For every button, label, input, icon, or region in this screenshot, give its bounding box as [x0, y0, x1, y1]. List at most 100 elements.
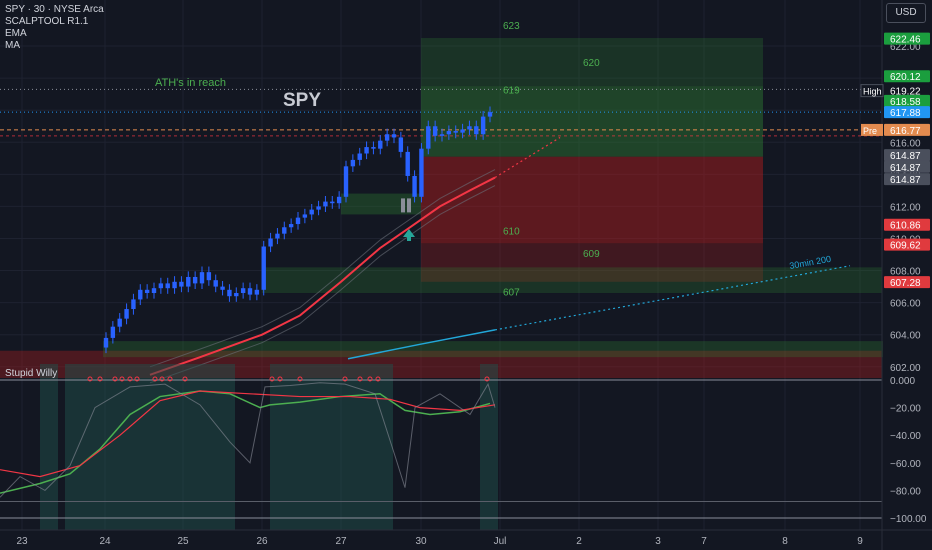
candle-body-44 — [405, 151, 410, 176]
price-tick-3: 616.00 — [890, 138, 921, 149]
level-label-607: 607 — [503, 287, 520, 298]
price-badge-2 — [884, 84, 930, 97]
candle-body-25 — [275, 233, 280, 239]
time-label-1: 24 — [99, 536, 111, 547]
price-badge-1 — [884, 70, 930, 83]
ind-dot-7 — [159, 376, 165, 382]
candle-body-40 — [378, 140, 383, 149]
candle-body-30 — [309, 209, 314, 215]
ema-band-upper — [149, 169, 496, 368]
signal-arrow — [403, 229, 415, 241]
ind-shade-3 — [270, 364, 393, 530]
price-tick-7: 608.00 — [890, 267, 921, 278]
candle-body-55 — [480, 116, 486, 135]
price-badge-text-10: 609.62 — [890, 241, 921, 252]
badge-tag-5 — [861, 123, 883, 136]
candle-body-45 — [412, 175, 417, 197]
ind-tick-4: −80.00 — [890, 486, 921, 497]
candle-body-22 — [254, 289, 260, 295]
candle-body-8 — [158, 283, 164, 289]
price-tick-5: 612.00 — [890, 202, 921, 213]
candle-body-47 — [426, 126, 431, 149]
ind-dot-2 — [112, 376, 118, 382]
candle-body-53 — [467, 126, 472, 130]
candle-body-19 — [234, 293, 239, 297]
ind-dot-12 — [297, 376, 303, 382]
ath-annotation: ATH's in reach — [155, 77, 226, 89]
price-badge-text-3: 618.58 — [890, 97, 921, 108]
ind-shade-1 — [40, 364, 58, 530]
ind-dot-1 — [97, 376, 103, 382]
candle-body-16 — [213, 280, 218, 287]
candle-body-12 — [186, 276, 191, 287]
time-label-11: 9 — [857, 536, 863, 547]
ind-gray-line — [0, 382, 496, 498]
ind-dot-6 — [152, 376, 158, 382]
ind-tick-5: −100.00 — [890, 514, 927, 525]
price-badge-7 — [884, 160, 930, 173]
green-zone-main — [421, 86, 763, 157]
time-label-10: 8 — [782, 536, 788, 547]
indicator-title[interactable]: Stupid Willy — [5, 368, 58, 379]
candle-body-54 — [474, 126, 479, 135]
price-badge-3 — [884, 94, 930, 107]
candle-body-48 — [432, 126, 438, 136]
ind-dot-14 — [357, 376, 363, 382]
candle-body-23 — [261, 246, 266, 290]
price-badge-9 — [884, 218, 930, 231]
signal-bar-1 — [401, 198, 405, 213]
price-tick-9: 604.00 — [890, 331, 921, 342]
price-badge-text-11: 607.28 — [890, 278, 921, 289]
candle-body-49 — [439, 134, 445, 136]
candle-body-24 — [268, 238, 273, 247]
indicator-ema[interactable]: EMA — [5, 28, 27, 39]
ind-dot-10 — [269, 376, 275, 382]
currency-button[interactable]: USD — [886, 3, 926, 23]
candle-body-27 — [288, 224, 294, 228]
ma200-projection — [494, 265, 851, 331]
ind-dot-3 — [119, 376, 125, 382]
price-badge-text-9: 610.86 — [890, 221, 921, 232]
signal-bar-2 — [407, 198, 411, 213]
ind-dot-15 — [367, 376, 373, 382]
time-label-9: 7 — [701, 536, 707, 547]
price-badge-0 — [884, 32, 930, 45]
time-label-5: 30 — [415, 536, 427, 547]
ind-shade-2 — [65, 364, 235, 530]
ind-tick-2: −40.00 — [890, 431, 921, 442]
candle-body-10 — [172, 281, 177, 289]
time-label-6: Jul — [494, 536, 507, 547]
indicator-ma[interactable]: MA — [5, 40, 20, 51]
candle-body-43 — [398, 137, 404, 152]
indicator-scalptool[interactable]: SCALPTOOL R1.1 — [5, 16, 89, 27]
candle-body-20 — [240, 288, 246, 294]
time-label-7: 2 — [576, 536, 582, 547]
candle-body-15 — [206, 272, 212, 281]
time-label-2: 25 — [177, 536, 189, 547]
red-zone-main — [421, 156, 763, 244]
symbol-title[interactable]: SPY · 30 · NYSE Arca — [5, 4, 104, 15]
ind-tick-0: 0.000 — [890, 376, 915, 387]
candle-body-5 — [138, 289, 143, 300]
green-zone-bottom — [103, 341, 883, 358]
price-badge-text-8: 614.87 — [890, 175, 921, 186]
candle-body-13 — [192, 276, 198, 284]
time-label-3: 26 — [256, 536, 268, 547]
ind-dot-5 — [134, 376, 140, 382]
level-label-623: 623 — [503, 21, 520, 32]
price-badge-text-7: 614.87 — [890, 163, 921, 174]
level-label-609: 609 — [583, 249, 600, 260]
candle-body-18 — [227, 289, 232, 297]
candle-body-35 — [343, 166, 349, 197]
red-zone-lower — [421, 243, 763, 282]
candle-body-21 — [247, 288, 253, 295]
candle-body-41 — [384, 134, 390, 141]
price-badge-text-5: 616.77 — [890, 126, 921, 137]
price-badge-4 — [884, 106, 930, 119]
badge-tag-2 — [860, 84, 884, 98]
chart-legend: SPY · 30 · NYSE Arca SCALPTOOL R1.1 EMA … — [5, 4, 104, 52]
candle-body-34 — [336, 196, 342, 204]
time-label-0: 23 — [16, 536, 28, 547]
